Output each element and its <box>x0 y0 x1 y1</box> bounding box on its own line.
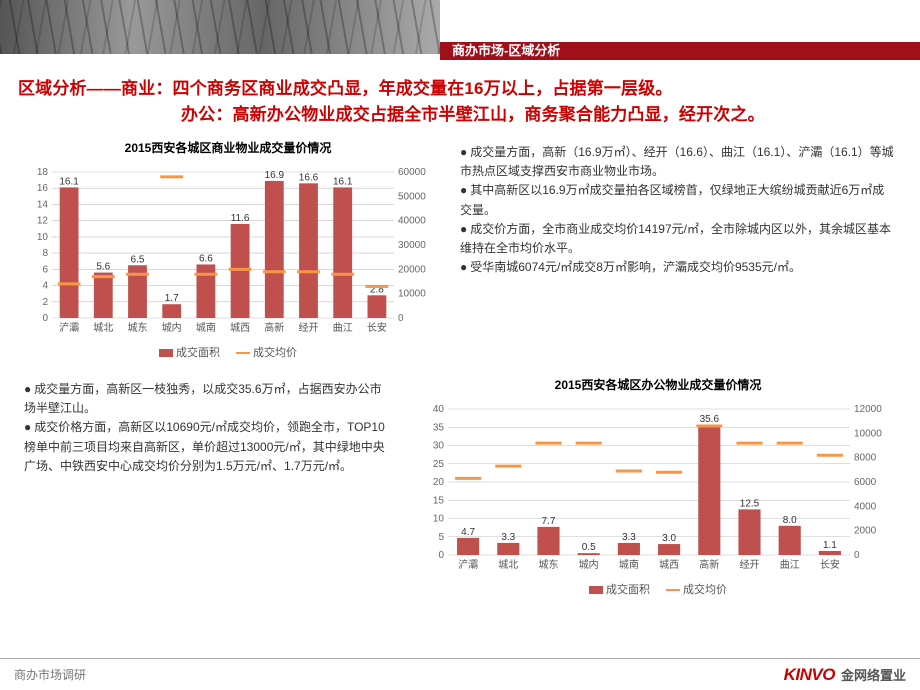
svg-text:曲江: 曲江 <box>780 559 800 571</box>
svg-text:曲江: 曲江 <box>333 322 353 334</box>
svg-text:4.7: 4.7 <box>461 527 475 538</box>
svg-text:15: 15 <box>433 495 445 506</box>
svg-text:高新: 高新 <box>264 321 284 334</box>
svg-text:0: 0 <box>854 550 860 561</box>
banner-photo <box>0 0 440 54</box>
svg-text:3.0: 3.0 <box>662 533 676 544</box>
bullet-item: 成交价方面，全市商业成交均价14197元/㎡，全市除城内区以外，其余城区基本维持… <box>460 220 896 258</box>
svg-text:0: 0 <box>398 313 404 324</box>
svg-text:0.5: 0.5 <box>582 542 596 553</box>
svg-text:25: 25 <box>433 459 445 470</box>
svg-text:7.7: 7.7 <box>542 516 556 527</box>
svg-text:4000: 4000 <box>854 501 877 512</box>
svg-text:11.6: 11.6 <box>231 213 250 224</box>
svg-text:18: 18 <box>37 167 49 178</box>
svg-text:城西: 城西 <box>659 559 679 571</box>
svg-text:35.6: 35.6 <box>700 414 720 425</box>
svg-text:12: 12 <box>37 216 49 227</box>
svg-text:12000: 12000 <box>854 404 882 415</box>
bullet-item: 受华南城6074元/㎡成交8万㎡影响，浐灞成交均价9535元/㎡。 <box>460 258 896 277</box>
chart1-title: 2015西安各城区商业物业成交量价情况 <box>18 139 438 156</box>
bullet-item: 其中高新区以16.9万㎡成交量拍各区域榜首，仅绿地正大缤纷城贡献近6万㎡成交量。 <box>460 181 896 219</box>
svg-text:城内: 城内 <box>579 558 599 571</box>
chart2-svg: 0 5 10 15 20 25 30 35 40 0 2000 4000 6000 8000 10000 12… <box>414 399 894 579</box>
svg-text:60000: 60000 <box>398 167 426 178</box>
svg-text:城内: 城内 <box>162 321 182 334</box>
svg-text:5: 5 <box>438 532 444 543</box>
svg-text:0: 0 <box>438 550 444 561</box>
svg-text:2000: 2000 <box>854 526 877 537</box>
chart1-svg: 0 2 4 6 8 10 12 14 16 18 0 10000 20000 30000 40000 5000… <box>18 162 438 342</box>
svg-text:城北: 城北 <box>498 559 518 571</box>
svg-text:城北: 城北 <box>93 322 113 334</box>
svg-text:4: 4 <box>42 281 48 292</box>
svg-text:8: 8 <box>42 248 48 259</box>
svg-text:6: 6 <box>42 264 48 275</box>
svg-text:16.9: 16.9 <box>265 170 285 181</box>
footer: 商办市场调研 KINVO金网络置业 <box>0 658 920 690</box>
chart2-legend: 成交面积 成交均价 <box>414 581 902 597</box>
svg-text:3.3: 3.3 <box>622 532 636 543</box>
svg-text:10000: 10000 <box>398 289 426 300</box>
chart-top-left: 2015西安各城区商业物业成交量价情况 0 2 4 6 8 10 12 14 16 18 0 1000… <box>18 139 438 360</box>
svg-text:50000: 50000 <box>398 191 426 202</box>
svg-text:城东: 城东 <box>128 321 148 334</box>
svg-text:0: 0 <box>42 313 48 324</box>
svg-text:1.7: 1.7 <box>165 293 179 304</box>
svg-text:城西: 城西 <box>230 322 250 334</box>
svg-text:浐灞: 浐灞 <box>458 558 478 571</box>
bullet-item: 成交价格方面，高新区以10690元/㎡成交均价，领跑全市，TOP10榜单中前三项… <box>24 418 392 476</box>
svg-text:浐灞: 浐灞 <box>59 321 79 334</box>
svg-text:长安: 长安 <box>367 321 387 334</box>
svg-text:30: 30 <box>433 441 445 452</box>
svg-text:经开: 经开 <box>299 321 319 334</box>
svg-text:3.3: 3.3 <box>501 532 515 543</box>
svg-text:长安: 长安 <box>820 558 840 571</box>
svg-text:16: 16 <box>37 183 49 194</box>
svg-text:1.1: 1.1 <box>823 540 837 551</box>
svg-text:10: 10 <box>433 514 445 525</box>
svg-text:城南: 城南 <box>196 321 216 334</box>
page-title: 区域分析——商业：四个商务区商业成交凸显，年成交量在16万以上，占据第一层级。 … <box>0 54 920 133</box>
svg-text:35: 35 <box>433 422 445 433</box>
svg-text:城东: 城东 <box>539 558 559 571</box>
bullet-item: 成交量方面，高新（16.9万㎡）、经开（16.6）、曲江（16.1）、浐灞（16… <box>460 143 896 181</box>
svg-text:8000: 8000 <box>854 453 877 464</box>
svg-text:30000: 30000 <box>398 240 426 251</box>
ribbon-title: 商办市场-区域分析 <box>440 42 920 60</box>
svg-text:10000: 10000 <box>854 428 882 439</box>
header-banner: 商办市场-区域分析 <box>0 0 920 54</box>
bullets-bottom-left: 成交量方面，高新区一枝独秀，以成交35.6万㎡，占据西安办公市场半壁江山。成交价… <box>18 376 398 480</box>
svg-text:12.5: 12.5 <box>740 498 760 509</box>
svg-text:10: 10 <box>37 232 49 243</box>
chart2-title: 2015西安各城区办公物业成交量价情况 <box>414 376 902 393</box>
svg-text:20000: 20000 <box>398 264 426 275</box>
svg-text:6000: 6000 <box>854 477 877 488</box>
chart-bottom-right: 2015西安各城区办公物业成交量价情况 0 5 10 15 20 25 30 35 40 0 200… <box>414 376 902 597</box>
title-line-1: 区域分析——商业：四个商务区商业成交凸显，年成交量在16万以上，占据第一层级。 <box>18 76 902 102</box>
svg-text:16.1: 16.1 <box>59 176 79 187</box>
bullets-top-right: 成交量方面，高新（16.9万㎡）、经开（16.6）、曲江（16.1）、浐灞（16… <box>454 139 902 281</box>
svg-text:5.6: 5.6 <box>96 262 110 273</box>
svg-text:6.6: 6.6 <box>199 253 213 264</box>
svg-text:高新: 高新 <box>699 558 719 571</box>
svg-text:40: 40 <box>433 404 445 415</box>
title-line-2: 办公：高新办公物业成交占据全市半壁江山，商务聚合能力凸显，经开次之。 <box>18 102 902 128</box>
svg-text:城南: 城南 <box>619 558 639 571</box>
svg-text:经开: 经开 <box>740 558 760 571</box>
svg-text:16.1: 16.1 <box>333 176 353 187</box>
bullet-item: 成交量方面，高新区一枝独秀，以成交35.6万㎡，占据西安办公市场半壁江山。 <box>24 380 392 418</box>
svg-text:8.0: 8.0 <box>783 515 797 526</box>
footer-logo: KINVO金网络置业 <box>784 665 906 685</box>
svg-text:20: 20 <box>433 477 445 488</box>
svg-text:14: 14 <box>37 199 49 210</box>
svg-text:16.6: 16.6 <box>299 172 319 183</box>
footer-left: 商办市场调研 <box>14 666 86 683</box>
svg-text:2: 2 <box>42 297 48 308</box>
svg-text:6.5: 6.5 <box>131 254 145 265</box>
chart1-legend: 成交面积 成交均价 <box>18 344 438 360</box>
svg-text:40000: 40000 <box>398 216 426 227</box>
